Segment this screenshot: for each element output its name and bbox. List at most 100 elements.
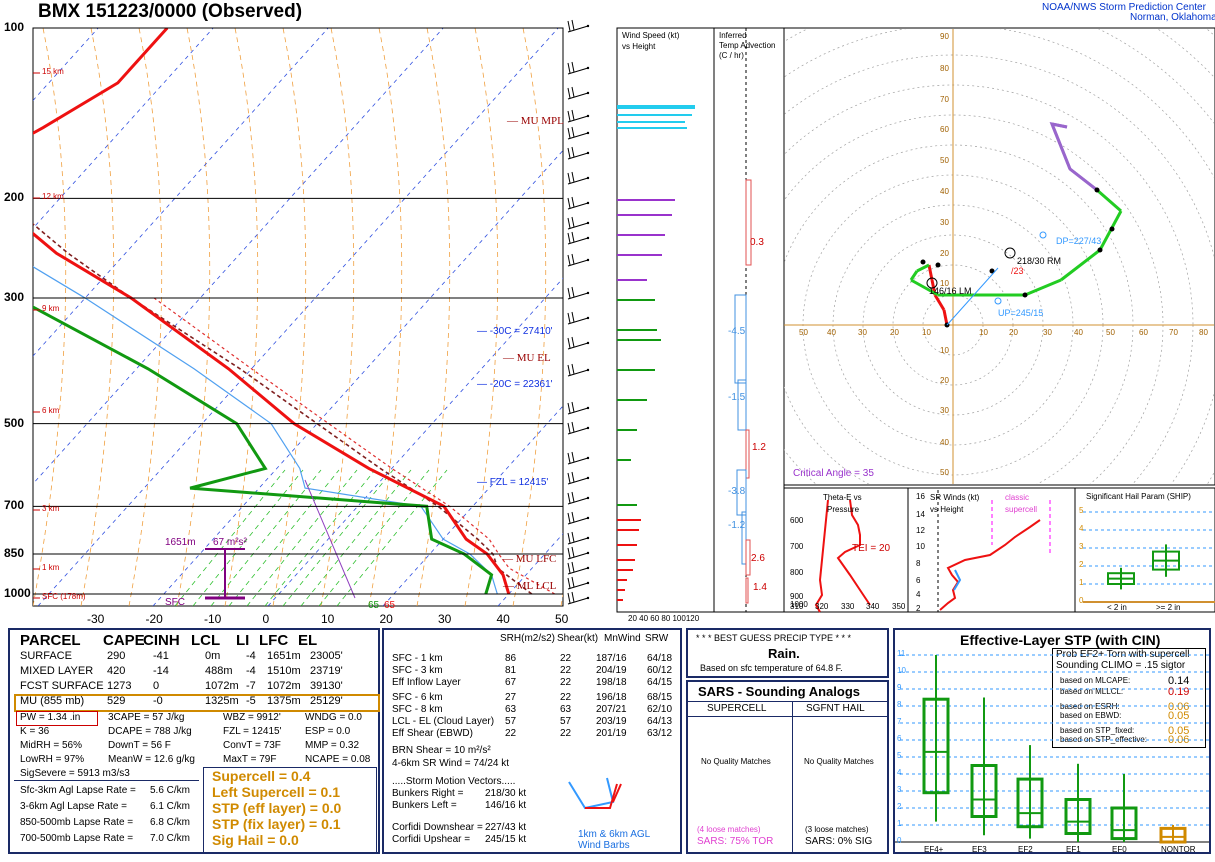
kin-mnwind-b3: 201/19 [596,728,627,739]
temp-adv-value-2: -1.5 [728,392,746,403]
wind-barb [571,363,575,375]
ship-title: Significant Hail Param (SHIP) [1086,492,1191,501]
wind-barb [567,364,571,376]
mixing-ratio-line [246,469,358,606]
parcel-header-lfc: LFC [259,632,289,649]
wind-barb [571,253,575,265]
parcel-cell-0-3: 0m [205,650,221,662]
wind-barb [567,562,571,574]
srwind-ytick-7: 2 [916,604,921,613]
wind-barb [571,561,575,573]
wind-barb [571,86,575,98]
wind-barb-dot [586,551,590,555]
parcel-cell-1-2: -14 [153,665,169,677]
srwind-ytick-6: 4 [916,590,921,599]
stp-item-label-4: based on STP_fixed: [1060,726,1135,735]
barb-1km [585,783,618,809]
wind-barb [567,25,589,33]
temp-tick--30: -30 [87,612,105,626]
sars-nomatch-2: No Quality Matches [804,757,874,766]
theta-trace [814,499,829,613]
temp-advection-panel [713,27,785,613]
kin-shear-b3: 22 [560,728,572,739]
kin-label-a1: SFC - 3 km [392,665,443,676]
storm-motion-value-1: 146/16 kt [485,800,527,811]
hodo-xtick-0: 50 [799,328,808,337]
ship-ytick-0: 5 [1079,506,1084,515]
wind-barb-dot [586,368,590,372]
wind-barb [567,477,589,485]
wind-barb [571,451,575,463]
kin-label-a0: SFC - 1 km [392,653,443,664]
hodo-lm-label: 146/16 LM [929,286,972,296]
wind-barb [567,110,571,122]
mixing-ratio-line [192,469,304,606]
sars-col-supercell: SUPERCELL [707,703,767,714]
wind-barb [567,92,589,100]
composite-params-box [203,767,377,853]
theta-ytick-4: 1000 [790,600,808,609]
dry-adiabat [80,28,115,606]
lapse-rate-box [14,780,199,851]
temp-tick-40: 40 [496,612,510,626]
kin-label-b2: LCL - EL (Cloud Layer) [392,716,495,727]
temp-tick-50: 50 [555,612,569,626]
stp-item-value-3: 0.05 [1168,710,1190,722]
dry-adiabat [128,28,163,606]
wind-barb-dot [586,536,590,540]
barb-6km [568,777,615,810]
stp-item-value-2: 0.06 [1168,701,1190,713]
pressure-label-100: 100 [4,20,25,34]
ship-ytick-2: 3 [1079,542,1084,551]
sfc-temperature: 65 [384,600,396,611]
wind-barb [567,452,571,464]
hodo-segment [1096,188,1122,213]
hodo-segment [1060,248,1101,282]
hodo-segment [942,309,949,326]
stp-item-value-4: 0.05 [1168,725,1190,737]
parcel-cell-3-5: 1375m [267,695,301,707]
theta-trace-lower [836,499,871,606]
parcel-cell-2-1: 1273 [107,680,132,692]
kin-label-b0: SFC - 6 km [392,692,443,703]
temp-adv-value-0: 0.3 [750,237,764,248]
temp-adv-value-5: -1.2 [728,520,746,531]
wind-barb-dot [586,566,590,570]
composite-param-3: STP (fix layer) = 0.1 [212,816,341,832]
hodo-segment [909,270,919,281]
pressure-label-850: 850 [4,546,25,561]
sars-pct-1: SARS: 75% TOR [697,836,774,847]
parcel-cell-1-5: 1510m [267,665,301,677]
pw-highlight [16,711,98,726]
kin-srh-b2: 57 [505,716,517,727]
height-label-4: 3 km [42,504,60,513]
kin-srh-b1: 63 [505,704,517,715]
wind-barb [567,457,589,465]
temp-adv-title-1: Inferred [719,31,747,40]
srwind-ytick-5: 6 [916,576,921,585]
parcel-index-1-1: K = 36 [20,726,50,737]
wind-barb [567,427,589,435]
dry-adiabat [416,28,451,606]
wind-barb [567,402,571,414]
hodo-xtick-4: 10 [922,328,931,337]
kin-srh-a1: 81 [505,665,517,676]
hodo-xtick-8: 40 [1074,328,1083,337]
hodo-up-label: UP=245/15 [998,308,1044,318]
parcel-index-2-0: 3CAPE = 57 J/kg [108,712,185,723]
wind-barb [567,342,589,350]
wind-barb [567,337,571,349]
dry-adiabat [0,28,18,606]
dry-adiabat [176,28,211,606]
wind-barb [571,471,575,483]
kin-shear-a2: 22 [560,677,572,688]
mixing-ratio-line [264,469,376,606]
parcel-panel [8,628,380,854]
precip-basis: Based on sfc temperature of 64.8 F. [700,663,843,673]
theta-ytick-0: 600 [790,516,804,525]
temp-tick--10: -10 [204,612,222,626]
wind-barb [567,172,571,184]
kin-header-mnwind: MnWind [604,633,641,644]
isotherm [33,28,444,485]
parcel-cell-0-4: -4 [246,650,256,662]
